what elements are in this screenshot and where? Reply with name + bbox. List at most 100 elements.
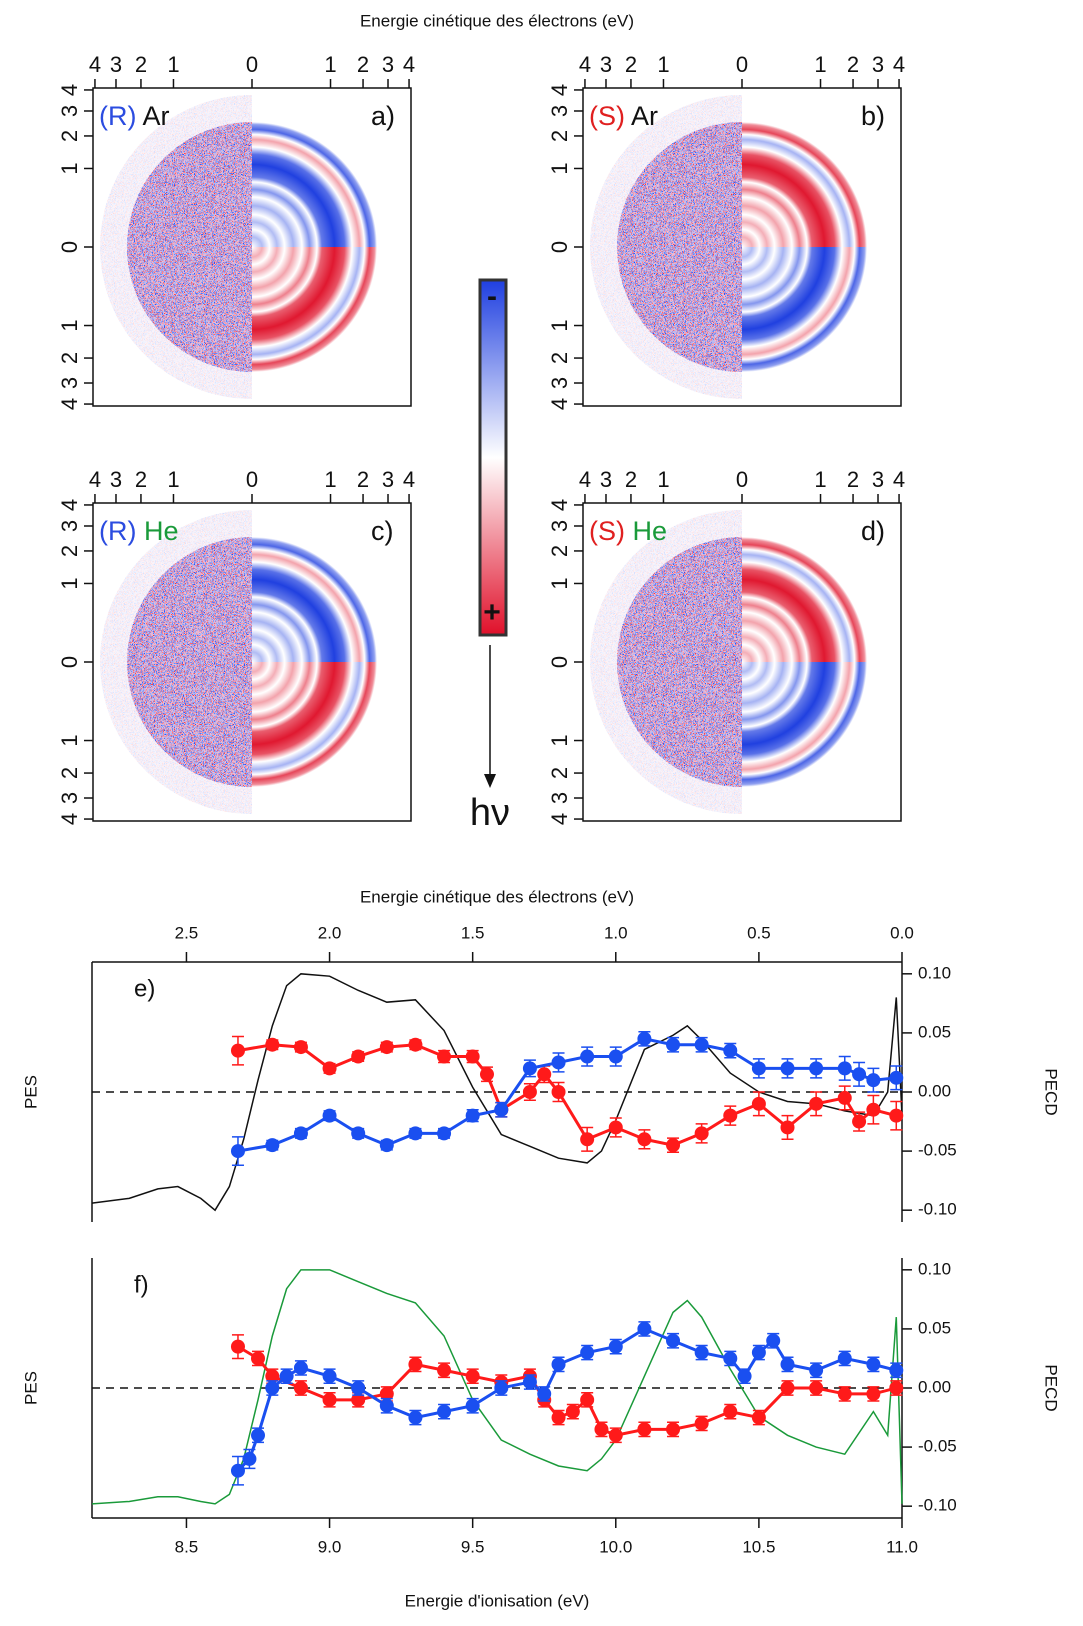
y2-axis-title: PECD bbox=[1042, 1068, 1061, 1115]
x-tick-label: 9.5 bbox=[461, 1537, 485, 1556]
y-tick-label: 0 bbox=[547, 241, 572, 253]
y-tick-label: 0 bbox=[57, 241, 82, 253]
y-axis-title: PES bbox=[21, 1371, 40, 1405]
y2-tick-label: 0.10 bbox=[918, 963, 951, 982]
x-tick-label: 0 bbox=[246, 52, 258, 77]
data-point bbox=[293, 1040, 308, 1055]
data-point bbox=[322, 1392, 337, 1407]
x-tick-label: 1 bbox=[657, 52, 669, 77]
data-point bbox=[322, 1061, 337, 1076]
x-tick-label: 8.5 bbox=[175, 1537, 199, 1556]
data-point bbox=[580, 1392, 595, 1407]
rings-upper bbox=[252, 122, 377, 247]
data-point bbox=[852, 1114, 867, 1129]
data-point bbox=[465, 1108, 480, 1123]
data-point bbox=[751, 1410, 766, 1425]
data-point bbox=[666, 1037, 681, 1052]
data-point bbox=[637, 1031, 652, 1046]
data-point bbox=[780, 1061, 795, 1076]
y-tick-label: 1 bbox=[57, 162, 82, 174]
data-point bbox=[780, 1381, 795, 1395]
panel-legend: (S) He bbox=[589, 516, 667, 546]
x-tick-label: 0 bbox=[246, 467, 258, 492]
enantiomer-label: (R) bbox=[99, 101, 136, 131]
x-tick-label: 4 bbox=[893, 52, 905, 77]
y-tick-label: 3 bbox=[57, 105, 82, 117]
panel-legend: (R) He bbox=[99, 516, 179, 546]
data-point bbox=[293, 1381, 308, 1395]
rings-lower bbox=[742, 247, 867, 372]
y2-tick-label: -0.10 bbox=[918, 1200, 957, 1219]
data-point bbox=[551, 1410, 566, 1425]
data-point bbox=[780, 1357, 795, 1372]
y-tick-label: 2 bbox=[547, 767, 572, 779]
x-tick-label: 3 bbox=[600, 467, 612, 492]
data-point bbox=[230, 1043, 245, 1058]
data-point bbox=[837, 1090, 852, 1105]
y-tick-label: 3 bbox=[547, 377, 572, 389]
pes-line bbox=[91, 1269, 903, 1505]
x-tick-label: 2 bbox=[135, 467, 147, 492]
data-point bbox=[637, 1422, 652, 1437]
panel-label: f) bbox=[134, 1271, 149, 1298]
enantiomer-label: (S) bbox=[589, 101, 625, 131]
top-x-tick-label: 2.5 bbox=[175, 923, 199, 942]
x-tick-label: 0 bbox=[736, 467, 748, 492]
data-point bbox=[379, 1398, 394, 1413]
x-tick-label: 3 bbox=[872, 52, 884, 77]
data-point bbox=[408, 1037, 423, 1052]
x-tick-label: 3 bbox=[600, 52, 612, 77]
data-point bbox=[608, 1120, 623, 1135]
noise-half bbox=[617, 537, 742, 787]
top-x-tick-label: 1.0 bbox=[604, 923, 628, 942]
data-point bbox=[809, 1061, 824, 1076]
x-tick-label: 4 bbox=[579, 467, 591, 492]
x-tick-label: 2 bbox=[625, 52, 637, 77]
y-tick-label: 3 bbox=[547, 520, 572, 532]
y-tick-label: 4 bbox=[547, 398, 572, 410]
data-point bbox=[437, 1404, 452, 1419]
x-tick-label: 4 bbox=[403, 467, 415, 492]
data-point bbox=[694, 1037, 709, 1052]
data-point bbox=[809, 1363, 824, 1378]
data-point bbox=[230, 1339, 245, 1354]
light-label: hν bbox=[470, 792, 510, 834]
rings-upper bbox=[742, 537, 867, 662]
data-point bbox=[751, 1096, 766, 1111]
colorbar-plus: + bbox=[483, 596, 501, 629]
data-point bbox=[866, 1073, 881, 1088]
y2-tick-label: 0.00 bbox=[918, 1081, 951, 1100]
x-tick-label: 1 bbox=[814, 52, 826, 77]
top-x-tick-label: 0.0 bbox=[890, 923, 914, 942]
rings-upper bbox=[252, 537, 377, 662]
data-point bbox=[551, 1085, 566, 1099]
y-tick-label: 3 bbox=[547, 792, 572, 804]
data-point bbox=[230, 1144, 245, 1159]
data-point bbox=[608, 1339, 623, 1354]
data-point bbox=[230, 1463, 245, 1478]
y-tick-label: 1 bbox=[547, 734, 572, 746]
data-point bbox=[522, 1375, 537, 1390]
data-point bbox=[465, 1369, 480, 1384]
top-x-tick-label: 2.0 bbox=[318, 923, 342, 942]
colorbar-minus: - bbox=[487, 280, 497, 313]
data-point bbox=[293, 1126, 308, 1141]
data-point bbox=[265, 1138, 280, 1153]
x-tick-label: 3 bbox=[382, 467, 394, 492]
gas-label: He bbox=[633, 516, 668, 546]
data-point bbox=[437, 1049, 452, 1064]
data-point bbox=[852, 1067, 867, 1082]
y-tick-label: 2 bbox=[57, 545, 82, 557]
panel-label: e) bbox=[134, 975, 155, 1002]
panel-legend: (R) Ar bbox=[99, 101, 170, 131]
data-point bbox=[866, 1357, 881, 1372]
data-point bbox=[379, 1138, 394, 1153]
data-point bbox=[351, 1126, 366, 1141]
y-tick-label: 2 bbox=[547, 130, 572, 142]
x-tick-label: 4 bbox=[893, 467, 905, 492]
data-point bbox=[780, 1120, 795, 1135]
y2-tick-label: -0.05 bbox=[918, 1437, 957, 1456]
enantiomer-label: (R) bbox=[99, 516, 136, 546]
y-tick-label: 4 bbox=[547, 499, 572, 511]
